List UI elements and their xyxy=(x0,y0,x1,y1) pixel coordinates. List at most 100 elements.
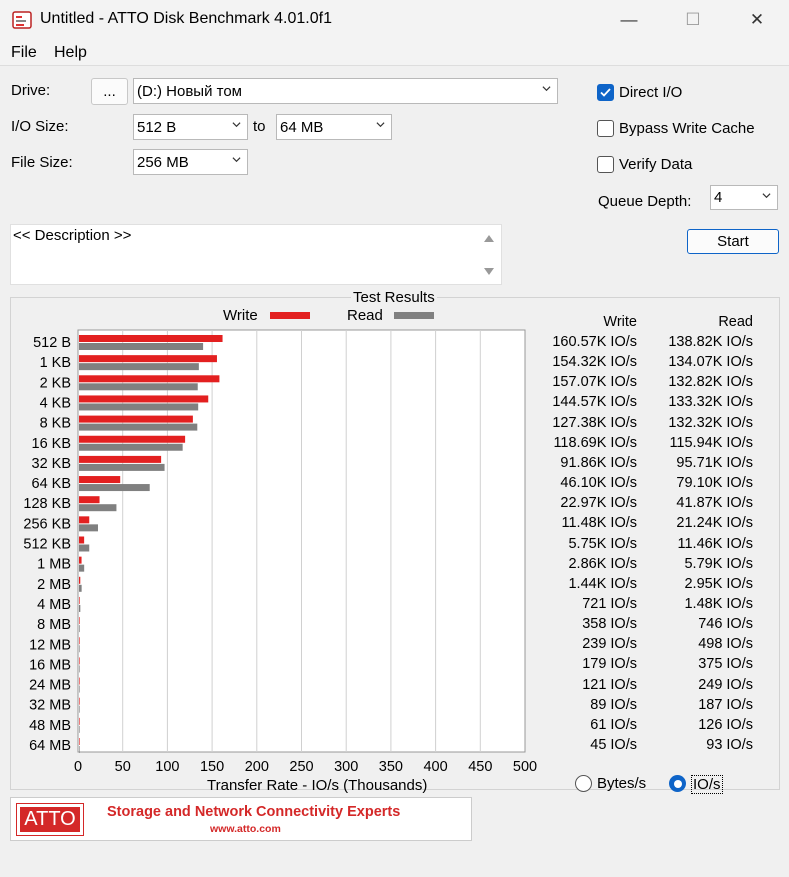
read-result-value: 93 IO/s xyxy=(706,737,753,753)
chevron-down-icon xyxy=(762,193,771,199)
x-axis-label: Transfer Rate - IO/s (Thousands) xyxy=(207,777,428,794)
y-category-label: 32 KB xyxy=(32,456,72,472)
write-result-value: 45 IO/s xyxy=(590,737,637,753)
write-bar xyxy=(79,395,209,403)
write-result-value: 121 IO/s xyxy=(582,676,637,693)
bypass-write-cache-checkbox[interactable] xyxy=(597,120,614,137)
read-result-value: 2.95K IO/s xyxy=(684,575,753,592)
description-text: << Description >> xyxy=(13,227,132,244)
write-bar xyxy=(79,576,81,584)
write-bar xyxy=(79,536,85,544)
atto-banner[interactable]: ATTO Storage and Network Connectivity Ex… xyxy=(10,797,472,841)
read-bar xyxy=(79,564,85,572)
close-button[interactable]: ✕ xyxy=(749,10,765,29)
write-result-value: 61 IO/s xyxy=(590,716,637,733)
legend-read-swatch xyxy=(394,312,434,319)
verify-data-label: Verify Data xyxy=(619,156,693,173)
read-result-value: 79.10K IO/s xyxy=(676,475,753,492)
y-category-label: 256 KB xyxy=(23,516,71,532)
start-button[interactable]: Start xyxy=(687,229,779,254)
write-result-value: 1.44K IO/s xyxy=(568,575,637,592)
write-result-value: 91.86K IO/s xyxy=(560,454,637,471)
read-result-value: 375 IO/s xyxy=(698,656,753,673)
x-tick-label: 500 xyxy=(513,759,537,775)
x-tick-label: 200 xyxy=(245,759,269,775)
menu-file[interactable]: File xyxy=(11,44,37,61)
write-bar xyxy=(79,657,80,665)
y-category-label: 2 KB xyxy=(40,375,71,391)
description-box[interactable]: << Description >> xyxy=(10,224,502,285)
read-bar xyxy=(79,746,80,753)
chevron-down-icon xyxy=(232,157,241,163)
write-result-value: 89 IO/s xyxy=(590,696,637,713)
file-size-select[interactable]: 256 MB xyxy=(133,149,248,175)
read-result-value: 249 IO/s xyxy=(698,676,753,693)
read-bar xyxy=(79,625,80,633)
scroll-up-icon[interactable] xyxy=(483,233,495,243)
chevron-down-icon xyxy=(232,122,241,128)
read-column-header: Read xyxy=(718,314,753,330)
write-bar xyxy=(79,455,162,463)
maximize-button[interactable]: ☐ xyxy=(685,10,701,29)
write-column-header: Write xyxy=(603,314,637,330)
window-title: Untitled - ATTO Disk Benchmark 4.01.0f1 xyxy=(40,10,332,27)
io-size-to-select[interactable]: 64 MB xyxy=(276,114,392,140)
io-to-value: 64 MB xyxy=(280,118,324,136)
chevron-down-icon xyxy=(376,122,385,128)
write-result-value: 154.32K IO/s xyxy=(552,354,637,371)
read-result-value: 132.32K IO/s xyxy=(668,414,753,431)
read-bar xyxy=(79,343,204,350)
read-result-value: 11.46K IO/s xyxy=(677,535,754,552)
write-result-value: 239 IO/s xyxy=(582,636,637,653)
x-tick-label: 50 xyxy=(115,759,131,775)
y-category-label: 24 MB xyxy=(29,678,71,694)
app-icon xyxy=(12,10,32,30)
queue-depth-label: Queue Depth: xyxy=(598,193,692,210)
bypass-write-cache-label: Bypass Write Cache xyxy=(619,120,755,137)
y-category-label: 32 MB xyxy=(29,698,71,714)
write-result-value: 5.75K IO/s xyxy=(568,535,637,552)
read-bar xyxy=(79,584,82,592)
read-result-value: 132.82K IO/s xyxy=(668,374,753,391)
write-result-value: 118.69K IO/s xyxy=(553,434,637,451)
x-tick-label: 300 xyxy=(334,759,358,775)
x-tick-label: 350 xyxy=(379,759,403,775)
y-category-label: 2 MB xyxy=(37,577,71,593)
direct-io-label: Direct I/O xyxy=(619,84,683,101)
read-result-value: 134.07K IO/s xyxy=(668,354,753,371)
read-result-value: 133.32K IO/s xyxy=(668,394,753,411)
read-result-value: 1.48K IO/s xyxy=(684,595,753,612)
y-category-label: 512 B xyxy=(33,335,71,351)
read-bar xyxy=(79,363,199,371)
read-result-value: 126 IO/s xyxy=(698,716,753,733)
scroll-down-icon[interactable] xyxy=(483,267,495,277)
verify-data-checkbox[interactable] xyxy=(597,156,614,173)
y-category-label: 8 MB xyxy=(37,617,71,633)
read-bar xyxy=(79,665,80,673)
read-result-value: 5.79K IO/s xyxy=(684,555,753,572)
atto-logo: ATTO xyxy=(16,803,84,836)
minimize-button[interactable]: — xyxy=(620,10,638,29)
write-result-value: 11.48K IO/s xyxy=(561,515,638,532)
read-result-value: 115.94K IO/s xyxy=(669,434,753,451)
queue-depth-select[interactable]: 4 xyxy=(710,185,778,210)
x-tick-label: 450 xyxy=(468,759,492,775)
checkmark-icon xyxy=(600,88,611,97)
drive-select[interactable]: (D:) Новый том xyxy=(133,78,558,104)
direct-io-checkbox[interactable] xyxy=(597,84,614,101)
menu-help[interactable]: Help xyxy=(54,44,87,61)
ios-radio[interactable] xyxy=(669,775,686,792)
write-bar xyxy=(79,375,220,383)
write-bar xyxy=(79,717,80,725)
io-size-from-select[interactable]: 512 B xyxy=(133,114,248,140)
bytes-radio[interactable] xyxy=(575,775,592,792)
write-bar xyxy=(79,415,193,423)
write-result-value: 127.38K IO/s xyxy=(552,414,637,431)
y-category-label: 64 KB xyxy=(32,476,72,492)
write-bar xyxy=(79,516,90,524)
write-result-value: 721 IO/s xyxy=(582,595,637,612)
write-bar xyxy=(79,617,80,625)
browse-button[interactable]: ... xyxy=(91,78,128,105)
drive-label: Drive: xyxy=(11,82,51,99)
write-bar xyxy=(79,637,80,645)
